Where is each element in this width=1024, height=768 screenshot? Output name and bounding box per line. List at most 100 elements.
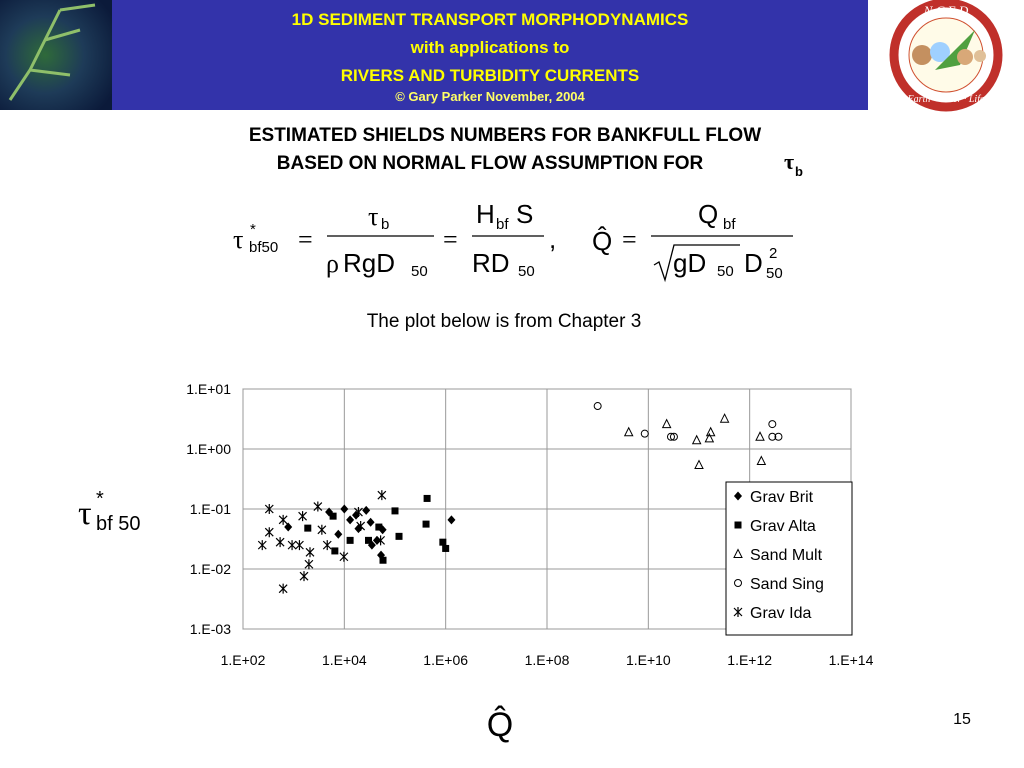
legend-label: Grav Ida: [750, 605, 811, 622]
eq-text: H: [476, 199, 495, 229]
eq-text: gD: [673, 248, 706, 278]
legend-marker: [733, 607, 743, 617]
point: [376, 535, 386, 546]
y-axis-label: bf 50: [96, 513, 140, 535]
eq-text: RgD: [343, 248, 395, 278]
point: [423, 494, 431, 502]
point: [304, 559, 314, 570]
legend-label: Sand Mult: [750, 547, 823, 564]
eq-sup: 2: [769, 245, 777, 262]
point: [705, 426, 716, 437]
eq-text: S: [516, 199, 533, 229]
point: [377, 490, 387, 501]
x-tick-label: 1.E+08: [525, 652, 570, 668]
eq-symbol: ρ: [326, 249, 339, 278]
point: [756, 455, 767, 466]
subtitle: The plot below is from Chapter 3: [367, 311, 642, 332]
point: [669, 432, 678, 441]
y-tick-label: 1.E+01: [186, 381, 231, 397]
eq-text: Q: [698, 199, 718, 229]
y-tick-label: 1.E-03: [190, 621, 231, 637]
slide-title: ESTIMATED SHIELDS NUMBERS FOR BANKFULL F…: [249, 125, 761, 146]
x-tick-label: 1.E+12: [727, 652, 772, 668]
x-tick-label: 1.E+06: [423, 652, 468, 668]
point: [439, 538, 447, 546]
eq-sub: 50: [766, 265, 783, 282]
logo-leaf: [935, 30, 975, 70]
header-banner: [112, 0, 868, 110]
eq-sub: b: [381, 216, 389, 233]
title-symbol: τ: [784, 149, 794, 174]
logo-sphere: [974, 50, 986, 62]
point: [278, 514, 288, 525]
point: [329, 512, 337, 520]
eq-sub: 50: [411, 263, 428, 280]
legend-marker: [734, 521, 742, 529]
point: [305, 547, 315, 558]
point: [264, 504, 274, 514]
eq-text: D: [744, 248, 763, 278]
point: [299, 571, 309, 582]
page-number: 15: [953, 711, 971, 728]
point: [322, 540, 332, 551]
point: [719, 413, 730, 423]
point: [298, 511, 308, 522]
eq-sub: 50: [518, 263, 535, 280]
point: [447, 515, 456, 525]
point: [334, 529, 343, 539]
legend: [725, 481, 853, 636]
eq-sub: bf50: [249, 239, 278, 256]
point: [278, 583, 288, 594]
eq-sub: 50: [717, 263, 734, 280]
point: [317, 524, 327, 535]
eq-operator: =: [443, 225, 458, 254]
point: [593, 402, 602, 411]
logo-sphere: [957, 49, 973, 65]
point: [694, 459, 704, 470]
point: [640, 429, 649, 438]
point: [346, 536, 354, 544]
header-line: 1D SEDIMENT TRANSPORT MORPHODYNAMICS: [292, 10, 689, 29]
point: [257, 540, 267, 551]
y-axis-label: τ: [78, 495, 92, 532]
point: [704, 432, 715, 443]
logo-top: N C E D: [923, 3, 969, 18]
legend-marker: [734, 491, 742, 501]
eq-text: Q̂: [592, 226, 612, 256]
point: [422, 520, 430, 528]
legend-label: Grav Alta: [750, 518, 816, 535]
y-tick-label: 1.E+00: [186, 441, 231, 457]
point: [331, 547, 339, 555]
point: [768, 432, 777, 441]
point: [275, 537, 285, 548]
header-line: with applications to: [410, 38, 570, 57]
point: [691, 434, 702, 445]
x-tick-label: 1.E+10: [626, 652, 671, 668]
slide-title: BASED ON NORMAL FLOW ASSUMPTION FOR: [277, 153, 704, 174]
x-tick-label: 1.E+14: [829, 652, 874, 668]
point: [623, 426, 634, 437]
logo-sphere: [930, 42, 950, 62]
eq-symbol: τ: [233, 225, 243, 254]
point: [768, 420, 777, 429]
legend-marker: [733, 548, 743, 558]
point: [442, 544, 450, 552]
point: [356, 521, 366, 532]
x-tick-label: 1.E+02: [221, 652, 266, 668]
point: [774, 432, 783, 441]
point: [313, 501, 323, 512]
x-axis-label: Q̂: [487, 705, 513, 744]
point: [264, 527, 274, 538]
eq-symbol: τ: [368, 202, 378, 231]
y-tick-label: 1.E-02: [190, 561, 231, 577]
header-credit: © Gary Parker November, 2004: [395, 89, 585, 104]
y-axis-label: *: [96, 488, 104, 510]
point: [354, 507, 363, 518]
eq-sub: bf: [723, 216, 736, 233]
chart: 1.E+01 1.E+00 1.E-01 1.E-02 1.E-03 1.E+02 1.E+…: [78, 381, 874, 744]
legend-label: Sand Sing: [750, 576, 824, 593]
eq-text: RD: [472, 248, 510, 278]
point: [365, 536, 373, 544]
point: [340, 504, 349, 514]
